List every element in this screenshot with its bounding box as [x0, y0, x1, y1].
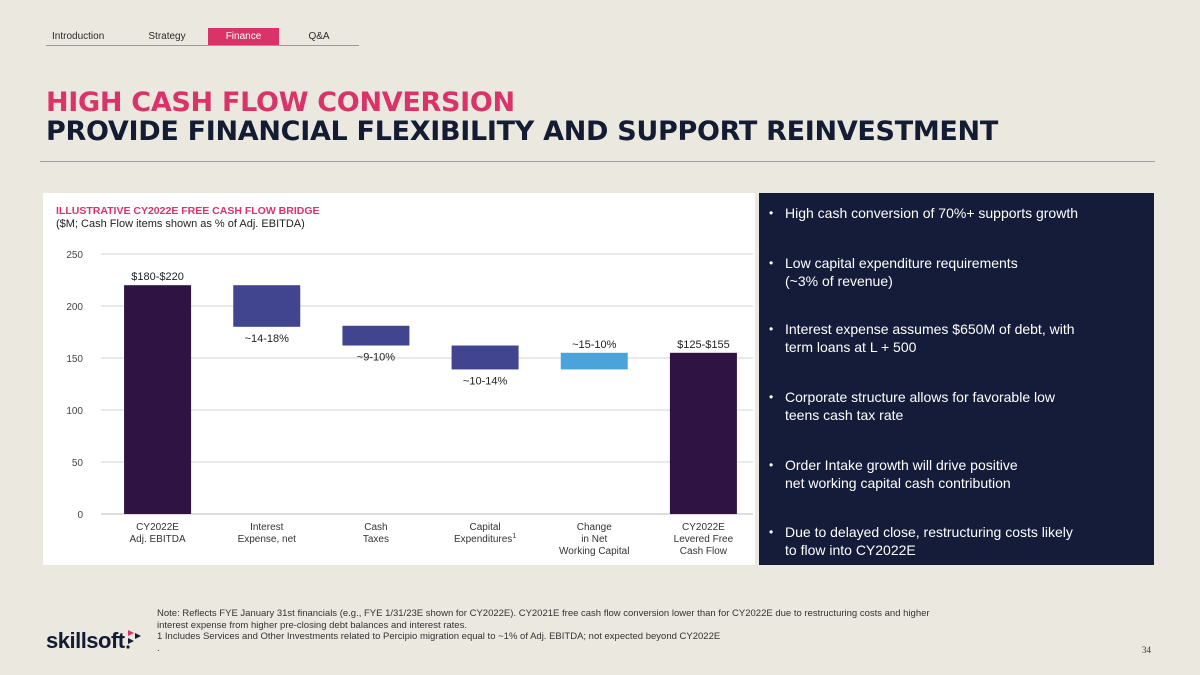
bullet-point: • Due to delayed close, restructuring cos…	[769, 523, 1073, 559]
x-tick-label: Cash Flow	[680, 546, 728, 557]
x-tick-label: CY2022E	[682, 522, 725, 533]
bullet-text: Corporate structure allows for favorable…	[785, 389, 1056, 423]
tab-strategy[interactable]: Strategy	[148, 31, 186, 42]
tab-qa[interactable]: Q&A	[308, 31, 330, 42]
bullet-point: • Low capital expenditure requirements (~3…	[769, 254, 1018, 290]
play-arrows-icon	[126, 629, 142, 655]
chart-title: ILLUSTRATIVE CY2022E FREE CASH FLOW BRID…	[56, 205, 320, 217]
page-title-line1: HIGH CASH FLOW CONVERSION	[46, 87, 515, 118]
bar-decrease	[451, 345, 519, 370]
x-tick-label: Levered Free	[674, 534, 734, 545]
bullet-icon: •	[769, 206, 774, 220]
data-label: $125-$155	[677, 339, 730, 351]
bullet-icon: •	[769, 390, 774, 404]
bar-decrease	[342, 325, 410, 346]
data-label: ~9-10%	[357, 352, 395, 364]
x-tick-label: Taxes	[363, 534, 389, 545]
footnote-line: Note: Reflects FYE January 31st financia…	[157, 608, 930, 619]
skillsoft-logo: skillsoft	[46, 628, 142, 655]
y-tick-label: 100	[66, 406, 83, 417]
footnote-line: 1 Includes Services and Other Investment…	[157, 631, 721, 642]
x-tick-label: Expense, net	[238, 534, 297, 545]
x-tick-label: in Net	[581, 534, 607, 545]
x-tick-label: Interest	[250, 522, 284, 533]
tab-introduction[interactable]: Introduction	[52, 31, 105, 42]
bullet-text: High cash conversion of 70%+ supports gr…	[785, 205, 1078, 221]
data-label: ~10-14%	[463, 375, 508, 387]
footnotes: Note: Reflects FYE January 31st financia…	[157, 608, 1097, 654]
footnote-marker: 1	[512, 533, 516, 540]
bullet-point: • Corporate structure allows for favorabl…	[769, 388, 1055, 424]
y-tick-label: 250	[66, 250, 83, 261]
y-tick-label: 50	[72, 458, 84, 469]
bar-increase	[560, 352, 628, 370]
x-tick-label: Expenditures1	[454, 533, 516, 545]
y-tick-label: 0	[77, 510, 83, 521]
tab-finance[interactable]: Finance	[208, 28, 279, 45]
bullet-point: • Order Intake growth will drive positive…	[769, 456, 1018, 492]
title-divider	[40, 161, 1155, 162]
bullet-text: Order Intake growth will drive positive n…	[785, 457, 1018, 491]
chart-panel: ILLUSTRATIVE CY2022E FREE CASH FLOW BRID…	[43, 193, 755, 565]
bullet-text: Low capital expenditure requirements (~3%…	[785, 255, 1018, 289]
bullet-text: Due to delayed close, restructuring cost…	[785, 524, 1073, 558]
bullet-icon: •	[769, 322, 774, 336]
x-tick-label: Capital	[470, 522, 501, 533]
footnote-line: interest expense from higher pre-closing…	[157, 619, 467, 631]
footnote-line: .	[157, 642, 160, 654]
bar-total	[669, 352, 737, 514]
x-tick-label: CY2022E	[136, 522, 179, 533]
page-number: 34	[1142, 645, 1151, 655]
x-tick-label: Working Capital	[559, 546, 629, 557]
data-label: ~14-18%	[245, 333, 290, 345]
bullet-icon: •	[769, 525, 774, 539]
chart-subtitle: ($M; Cash Flow items shown as % of Adj. …	[56, 218, 305, 230]
y-tick-label: 150	[66, 354, 83, 365]
bar-decrease	[233, 285, 301, 327]
bullet-point: • High cash conversion of 70%+ supports g…	[769, 204, 1078, 222]
page-title-line2: PROVIDE FINANCIAL FLEXIBILITY AND SUPPOR…	[46, 116, 998, 147]
x-tick-label: Change	[577, 522, 612, 533]
bullet-text: Interest expense assumes $650M of debt, …	[785, 321, 1075, 355]
section-nav: Introduction Strategy Finance Q&A	[46, 28, 359, 46]
bullet-icon: •	[769, 458, 774, 472]
bullet-point: • Interest expense assumes $650M of debt,…	[769, 320, 1075, 356]
logo-text: skillsoft	[46, 628, 125, 653]
bar-total	[124, 285, 192, 514]
y-tick-label: 200	[66, 302, 83, 313]
x-tick-label: Adj. EBITDA	[130, 534, 186, 545]
x-tick-label: Cash	[364, 522, 387, 533]
key-points-panel: • High cash conversion of 70%+ supports g…	[759, 193, 1154, 565]
bullet-icon: •	[769, 256, 774, 270]
data-label: $180-$220	[131, 271, 184, 283]
data-label: ~15-10%	[572, 339, 617, 351]
